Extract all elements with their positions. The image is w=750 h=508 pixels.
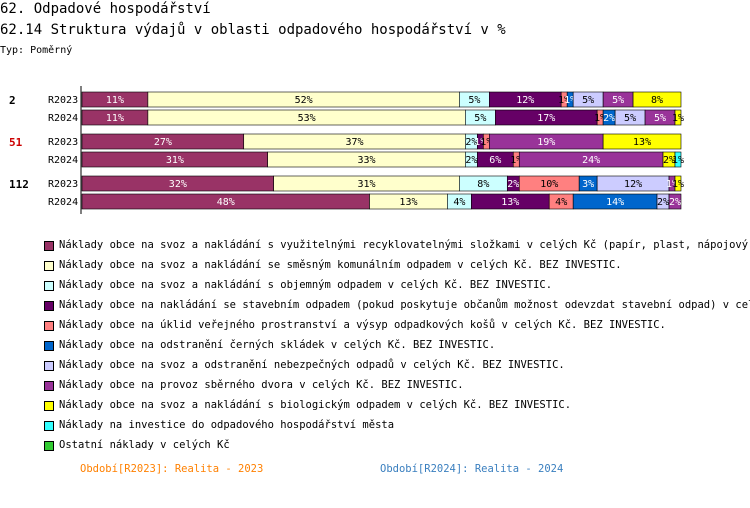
bar-value-label: 31% <box>357 179 375 190</box>
bar-value-label: 2% <box>465 137 477 148</box>
bar-value-label: 1% <box>558 95 570 106</box>
legend-swatch <box>44 241 54 251</box>
legend-label: Náklady na investice do odpadového hospo… <box>59 419 395 431</box>
legend-swatch <box>44 301 54 311</box>
bar-value-label: 13% <box>633 137 651 148</box>
legend-label: Ostatní náklady v celých Kč <box>59 439 230 451</box>
row-label: R2023 <box>48 95 78 106</box>
row-label: R2024 <box>48 113 78 124</box>
bar-value-label: 8% <box>477 179 489 190</box>
footer-period-2023: Období[R2023]: Realita - 2023 <box>80 463 264 475</box>
bar-segment <box>668 193 682 210</box>
bar-value-label: 5% <box>612 95 624 106</box>
page-title: 62. Odpadové hospodářství <box>0 1 211 17</box>
bar-value-label: 52% <box>295 95 313 106</box>
bar-value-label: 27% <box>154 137 172 148</box>
bar-value-label: 5% <box>624 113 636 124</box>
bar-value-label: 11% <box>106 113 124 124</box>
bar-value-label: 2% <box>603 113 615 124</box>
legend-swatch <box>44 441 54 451</box>
bar-value-label: 4% <box>555 197 567 208</box>
group-label: 51 <box>9 136 23 149</box>
bar-value-label: 11% <box>106 95 124 106</box>
bar-value-label: 33% <box>357 155 375 166</box>
bar-value-label: 1% <box>666 179 678 190</box>
legend-swatch <box>44 341 54 351</box>
bar-value-label: 3% <box>582 179 594 190</box>
group-label: 112 <box>9 178 29 191</box>
bar-value-label: 2% <box>507 179 519 190</box>
legend-label: Náklady obce na svoz a odstranění nebezp… <box>59 359 565 371</box>
bar-value-label: 17% <box>537 113 555 124</box>
group-label: 2 <box>9 94 16 107</box>
stacked-bar-chart: 2 R2023 11% 52% 5% 12% 1%1% 5% 5% 8%R2024 11% 53% 5%… <box>9 86 684 214</box>
legend-label: Náklady obce na svoz a nakládání s objem… <box>59 279 553 291</box>
bar-value-label: 1% <box>672 155 684 166</box>
bar-value-label: 1% <box>594 113 606 124</box>
legend-label: Náklady obce na odstranění černých sklád… <box>59 339 496 351</box>
bar-value-label: 1% <box>474 137 486 148</box>
row-label: R2024 <box>48 197 78 208</box>
legend-swatch <box>44 361 54 371</box>
row-label: R2023 <box>48 179 78 190</box>
bar-value-label: 32% <box>169 179 187 190</box>
legend-swatch <box>44 401 54 411</box>
legend-swatch <box>44 321 54 331</box>
bar-value-label: 2% <box>663 155 675 166</box>
legend-swatch <box>44 381 54 391</box>
bar-value-label: 10% <box>540 179 558 190</box>
bar-value-label: 2% <box>657 197 669 208</box>
bar-value-label: 5% <box>654 113 666 124</box>
legend-label: Náklady obce na svoz a nakládání s využi… <box>59 239 750 251</box>
legend-swatch <box>44 281 54 291</box>
bar-value-label: 13% <box>399 197 417 208</box>
legend-label: Náklady obce na svoz a nakládání se směs… <box>59 259 622 271</box>
row-label: R2023 <box>48 137 78 148</box>
bar-value-label: 4% <box>453 197 465 208</box>
bar-segment <box>674 175 682 192</box>
bar-value-label: 5% <box>468 95 480 106</box>
bar-value-label: 31% <box>166 155 184 166</box>
bar-value-label: 6% <box>489 155 501 166</box>
bar-value-label: 1% <box>480 137 492 148</box>
legend-label: Náklady obce na provoz sběrného dvora v … <box>59 379 464 391</box>
bar-value-label: 12% <box>624 179 642 190</box>
bar-value-label: 1% <box>510 155 522 166</box>
bar-value-label: 53% <box>298 113 316 124</box>
legend-label: Náklady obce na nakládání se stavebním o… <box>59 299 750 311</box>
bar-value-label: 24% <box>582 155 600 166</box>
legend-swatch <box>44 261 54 271</box>
bar-segment <box>602 133 682 150</box>
bar-value-label: 1% <box>564 95 576 106</box>
bar-value-label: 2% <box>669 197 681 208</box>
legend-label: Náklady obce na svoz a nakládání s biolo… <box>59 399 572 411</box>
bar-value-label: 19% <box>537 137 555 148</box>
bar-value-label: 2% <box>465 155 477 166</box>
bar-value-label: 1% <box>672 179 684 190</box>
bar-value-label: 14% <box>606 197 624 208</box>
bar-value-label: 12% <box>516 95 534 106</box>
legend-swatch <box>44 421 54 431</box>
bar-value-label: 48% <box>217 197 235 208</box>
bar-value-label: 37% <box>346 137 364 148</box>
bar-value-label: 1% <box>672 113 684 124</box>
bar-value-label: 5% <box>474 113 486 124</box>
bar-value-label: 8% <box>651 95 663 106</box>
bar-segment <box>674 151 682 168</box>
bar-value-label: 13% <box>501 197 519 208</box>
chart-title: 62.14 Struktura výdajů v oblasti odpadov… <box>0 22 506 38</box>
bar-segment <box>632 91 682 108</box>
row-label: R2024 <box>48 155 78 166</box>
bar-value-label: 5% <box>582 95 594 106</box>
chart-type-label: Typ: Poměrný <box>0 45 73 56</box>
footer-period-2024: Období[R2024]: Realita - 2024 <box>380 463 564 475</box>
bar-segment <box>674 109 682 126</box>
legend-label: Náklady obce na úklid veřejného prostran… <box>59 319 666 331</box>
